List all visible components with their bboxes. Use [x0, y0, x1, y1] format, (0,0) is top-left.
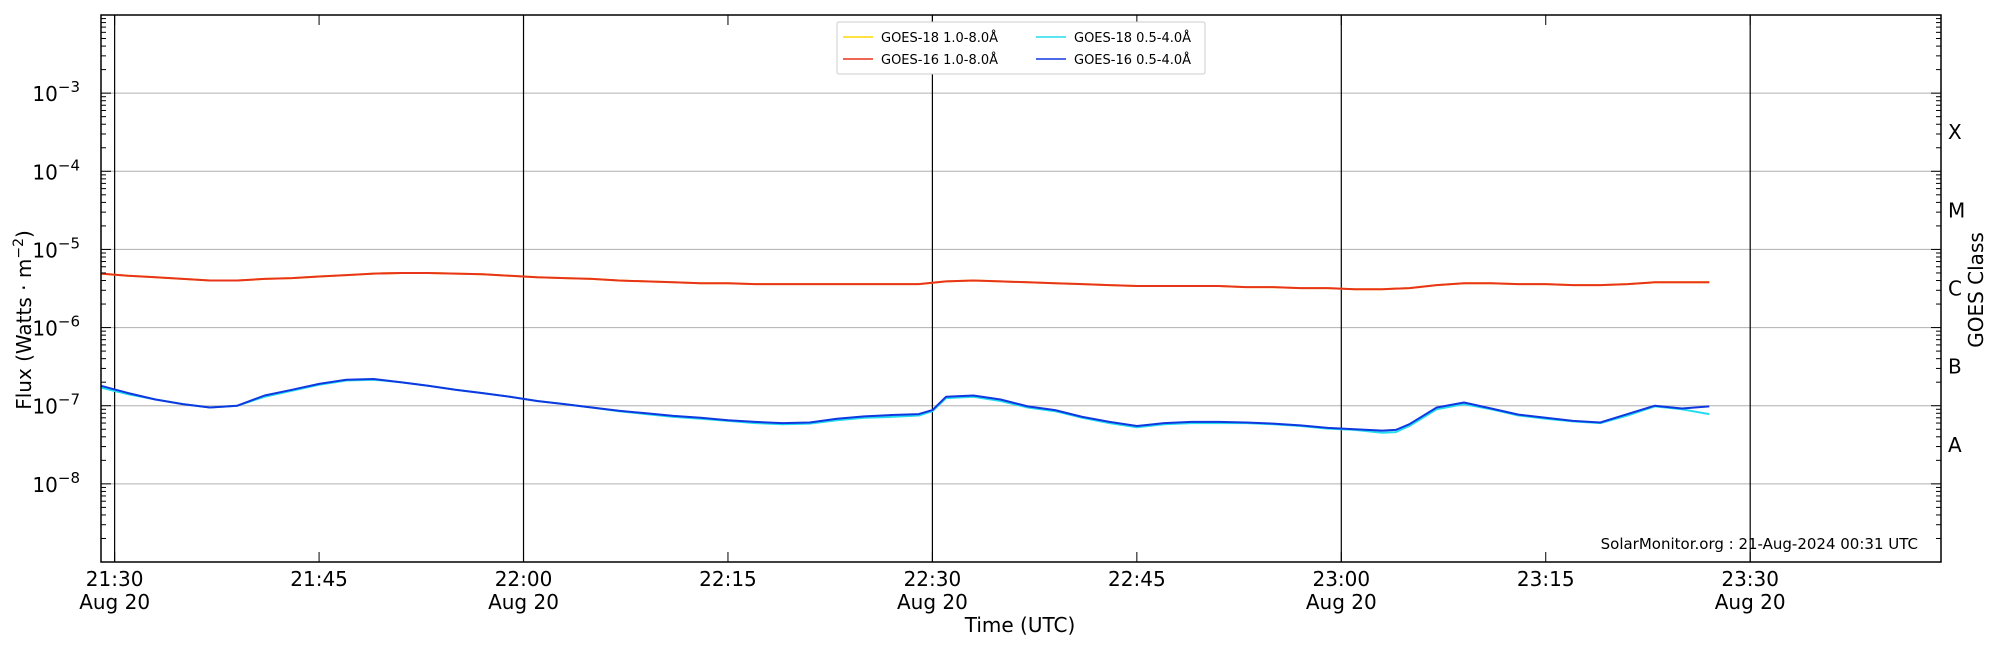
- x-tick-sublabel: Aug 20: [1306, 590, 1377, 614]
- y-tick-labels: 10−8 10−7 10−6 10−5 10−4 10−3: [32, 78, 80, 497]
- time-marker-lines: [114, 15, 1751, 562]
- series-line: [100, 378, 1710, 432]
- y-tick-label: 10−5: [32, 234, 80, 262]
- y-tick-label: 10−7: [32, 391, 80, 419]
- x-tick-sublabel: Aug 20: [488, 590, 559, 614]
- goes-class-labels: A B C M X: [1948, 120, 1965, 457]
- x-tick-label: 22:00: [495, 567, 553, 591]
- goes-class-axis-title: GOES Class: [1964, 232, 1988, 348]
- goes-class-label: B: [1948, 355, 1962, 379]
- x-axis-title: Time (UTC): [964, 613, 1076, 637]
- credit-text: SolarMonitor.org : 21-Aug-2024 00:31 UTC: [1601, 535, 1918, 553]
- legend-entry-label: GOES-16 1.0-8.0Å: [881, 52, 998, 68]
- x-tick-label: 22:15: [699, 567, 757, 591]
- x-tick-sublabel: Aug 20: [1715, 590, 1786, 614]
- y-tick-label: 10−4: [32, 156, 80, 184]
- goes-class-label: A: [1948, 433, 1962, 457]
- x-tick-label: 21:45: [290, 567, 348, 591]
- y-tick-label: 10−8: [32, 469, 80, 497]
- y-tick-label: 10−6: [32, 313, 80, 341]
- y-tick-label: 10−3: [32, 78, 80, 106]
- x-tick-sublabel: Aug 20: [897, 590, 968, 614]
- legend: GOES-18 1.0-8.0Å GOES-18 0.5-4.0Å GOES-16 …: [836, 21, 1206, 75]
- legend-box: [836, 21, 1206, 75]
- goes-class-label: C: [1948, 277, 1962, 301]
- series-lines: [100, 272, 1710, 434]
- goes-class-label: X: [1948, 120, 1962, 144]
- axis-ticks: [101, 15, 1941, 563]
- x-tick-sublabel: Aug 20: [79, 590, 150, 614]
- legend-entry-label: GOES-18 1.0-8.0Å: [881, 30, 998, 46]
- x-tick-label: 22:45: [1108, 567, 1166, 591]
- series-line: [100, 378, 1710, 434]
- series-line: [100, 272, 1710, 291]
- x-tick-label: 21:30: [86, 567, 144, 591]
- x-tick-label: 23:30: [1721, 567, 1779, 591]
- y-axis-title: Flux (Watts · m−2): [11, 230, 36, 410]
- x-tick-label: 23:00: [1312, 567, 1370, 591]
- goes-class-label: M: [1948, 198, 1965, 222]
- plot-frame: [100, 14, 1942, 563]
- grid-lines: [101, 92, 1941, 485]
- legend-entry-label: GOES-16 0.5-4.0Å: [1074, 52, 1191, 68]
- x-tick-label: 23:15: [1517, 567, 1575, 591]
- legend-entry-label: GOES-18 0.5-4.0Å: [1074, 30, 1191, 46]
- x-tick-label: 22:30: [904, 567, 962, 591]
